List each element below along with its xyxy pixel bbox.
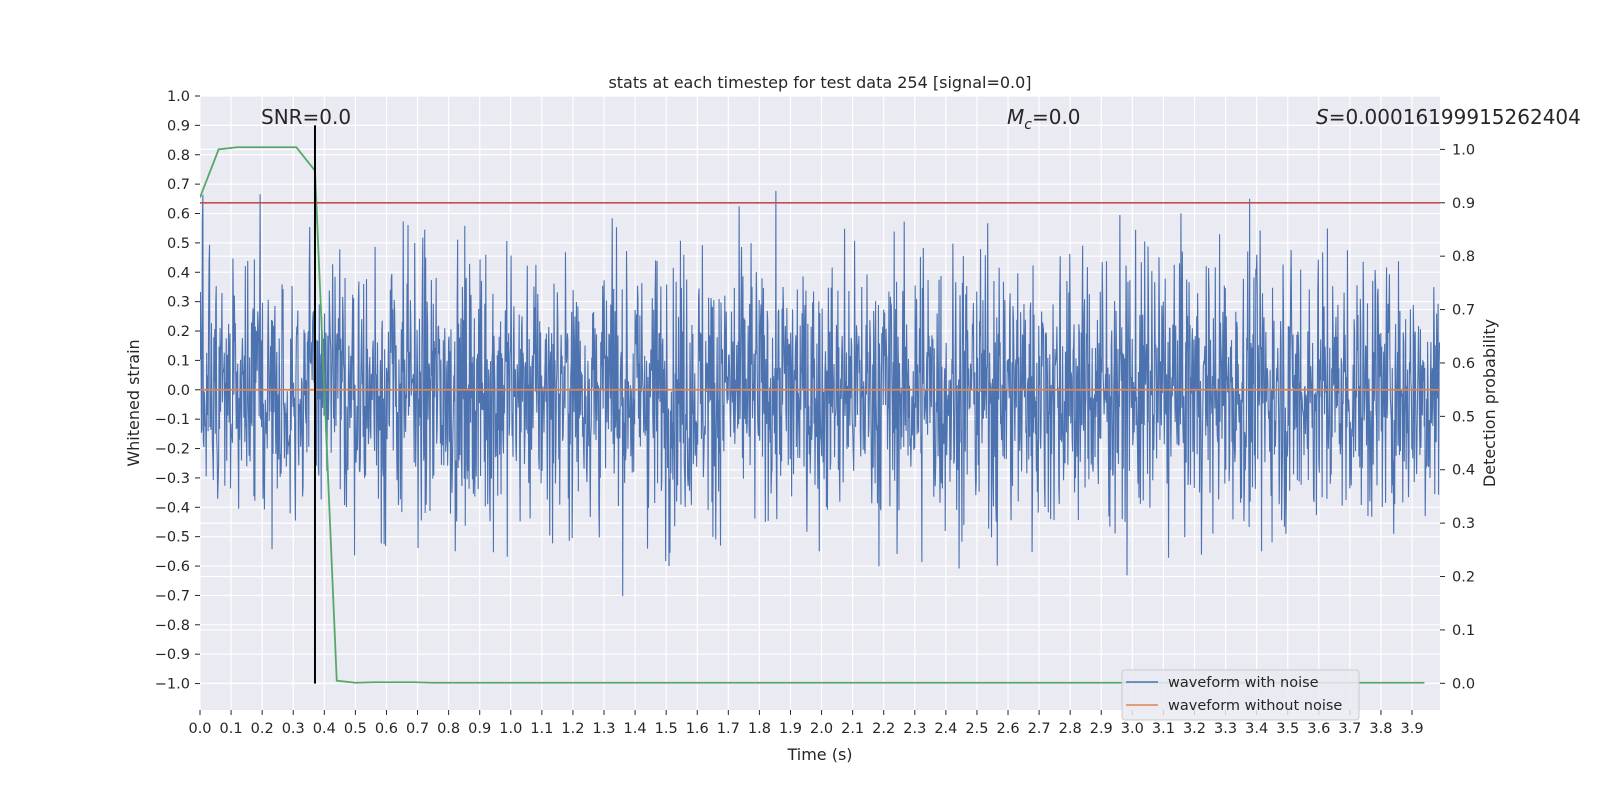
s-symbol: S (1316, 105, 1329, 129)
y-right-tick-label: 0.6 (1452, 356, 1475, 372)
y-left-tick-label: 0.0 (167, 383, 190, 399)
s-value: =0.00016199915262404 (1329, 105, 1581, 129)
noise-waveform (200, 190, 1440, 597)
x-tick-label: 2.1 (841, 721, 864, 737)
y-left-tick-label: −0.2 (155, 442, 190, 458)
y-left-tick-label: 0.7 (167, 177, 190, 193)
x-tick-label: 0.7 (406, 721, 429, 737)
x-tick-label: 2.9 (1090, 721, 1113, 737)
x-tick-label: 2.8 (1059, 721, 1082, 737)
x-tick-label: 3.0 (1121, 721, 1144, 737)
y-left-tick-label: −0.6 (155, 559, 190, 575)
x-tick-label: 3.8 (1369, 721, 1392, 737)
mc-value: =0.0 (1032, 105, 1081, 129)
y-right-tick-label: 0.4 (1452, 463, 1475, 479)
y-right-tick-label: 0.2 (1452, 570, 1475, 586)
y-left-tick-label: 0.5 (167, 236, 190, 252)
x-tick-label: 3.2 (1183, 721, 1206, 737)
x-tick-label: 0.3 (282, 721, 305, 737)
mc-subscript: c (1024, 117, 1032, 133)
chart-title: stats at each timestep for test data 254… (608, 73, 1031, 92)
y-left-tick-label: −1.0 (155, 677, 190, 693)
y-right-tick-label: 0.8 (1452, 249, 1475, 265)
x-tick-label: 2.0 (810, 721, 833, 737)
x-tick-label: 3.9 (1400, 721, 1423, 737)
legend: waveform with noise waveform without noi… (1121, 669, 1360, 721)
y-left-tick-label: −0.7 (155, 588, 190, 604)
x-tick-label: 1.4 (624, 721, 647, 737)
y-left-axis-label: Whitened strain (124, 339, 143, 466)
x-axis-label: Time (s) (786, 745, 852, 764)
detection-probability-line (200, 146, 1425, 684)
x-tick-label: 0.2 (251, 721, 274, 737)
detection-probability-series (200, 146, 1425, 684)
x-tick-label: 0.1 (220, 721, 243, 737)
x-tick-label: 1.5 (655, 721, 678, 737)
x-tick-label: 0.4 (313, 721, 336, 737)
x-tick-label: 0.5 (344, 721, 367, 737)
y-left-tick-label: 1.0 (167, 89, 190, 105)
y-left-tick-label: −0.5 (155, 530, 190, 546)
y-left-tick-label: −0.9 (155, 647, 190, 663)
x-tick-label: 1.8 (748, 721, 771, 737)
y-right-axis-ticks: 1.0 0.9 0.8 0.7 0.6 0.5 0.4 0.3 0.2 0.1 0.0 (1440, 142, 1475, 692)
legend-label-clean: waveform without noise (1168, 698, 1342, 714)
y-left-tick-label: 0.9 (167, 118, 190, 134)
x-tick-label: 0.9 (468, 721, 491, 737)
legend-label-noise: waveform with noise (1168, 675, 1319, 691)
x-tick-label: 3.3 (1214, 721, 1237, 737)
y-left-tick-label: 0.3 (167, 295, 190, 311)
y-left-tick-label: 0.2 (167, 324, 190, 340)
y-left-tick-label: −0.1 (155, 412, 190, 428)
plot-area (200, 125, 1440, 684)
x-tick-label: 3.7 (1338, 721, 1361, 737)
x-tick-label: 2.2 (872, 721, 895, 737)
x-tick-label: 3.4 (1245, 721, 1268, 737)
x-tick-label: 1.3 (592, 721, 615, 737)
x-tick-label: 1.1 (530, 721, 553, 737)
x-axis-ticks: 0.0 0.1 0.2 0.3 0.4 0.5 0.6 0.7 0.8 0.9 1.0 1.1 1.2 1… (188, 710, 1424, 737)
mc-symbol: M (1007, 105, 1024, 129)
mc-annotation: Mc=0.0 (1007, 105, 1081, 133)
x-tick-label: 3.5 (1276, 721, 1299, 737)
y-right-tick-label: 0.7 (1452, 303, 1475, 319)
x-tick-label: 1.2 (561, 721, 584, 737)
y-left-tick-label: 0.6 (167, 207, 190, 223)
s-annotation: S=0.00016199915262404 (1316, 105, 1581, 129)
x-tick-label: 0.0 (188, 721, 211, 737)
snr-annotation: SNR=0.0 (261, 105, 351, 129)
y-left-tick-label: 0.8 (167, 148, 190, 164)
x-tick-label: 3.6 (1307, 721, 1330, 737)
y-right-tick-label: 0.0 (1452, 676, 1475, 692)
y-right-tick-label: 1.0 (1452, 142, 1475, 158)
x-tick-label: 2.5 (965, 721, 988, 737)
x-tick-label: 1.0 (499, 721, 522, 737)
y-left-axis-ticks: 1.0 0.9 0.8 0.7 0.6 0.5 0.4 0.3 0.2 0.1 0.0 −0.1 −0.… (155, 89, 200, 693)
x-tick-label: 1.7 (717, 721, 740, 737)
x-tick-label: 0.6 (375, 721, 398, 737)
y-right-tick-label: 0.5 (1452, 409, 1475, 425)
noise-waveform-line (200, 190, 1440, 597)
y-left-tick-label: −0.4 (155, 500, 190, 516)
y-left-tick-label: 0.1 (167, 353, 190, 369)
x-tick-label: 2.6 (996, 721, 1019, 737)
y-right-tick-label: 0.9 (1452, 196, 1475, 212)
y-left-tick-label: −0.3 (155, 471, 190, 487)
y-right-tick-label: 0.1 (1452, 623, 1475, 639)
x-tick-label: 2.4 (934, 721, 957, 737)
x-tick-label: 1.9 (779, 721, 802, 737)
x-tick-label: 0.8 (437, 721, 460, 737)
y-left-tick-label: −0.8 (155, 618, 190, 634)
x-tick-label: 3.1 (1152, 721, 1175, 737)
x-tick-label: 1.6 (686, 721, 709, 737)
x-tick-label: 2.7 (1028, 721, 1051, 737)
y-right-tick-label: 0.3 (1452, 516, 1475, 532)
y-right-axis-label: Detection probability (1480, 319, 1499, 487)
y-left-tick-label: 0.4 (167, 265, 190, 281)
legend-box (1121, 669, 1360, 721)
x-tick-label: 2.3 (903, 721, 926, 737)
